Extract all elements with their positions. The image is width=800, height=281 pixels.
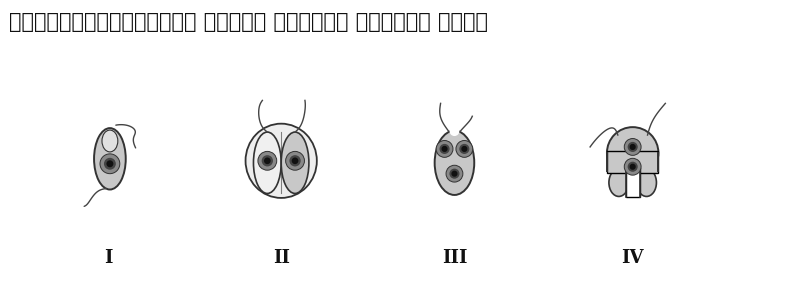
Circle shape bbox=[630, 145, 635, 149]
Circle shape bbox=[628, 162, 638, 172]
Ellipse shape bbox=[434, 131, 474, 195]
Ellipse shape bbox=[94, 128, 126, 189]
Circle shape bbox=[290, 155, 301, 166]
Circle shape bbox=[436, 140, 453, 157]
Text: ಲೀಶ್ನೆನಿಯಾದಲ್ಲಿ ಬೈನರಿ ವಿದಳನದ ಸರಿಯಾದ ಕ್ರಮ: ಲೀಶ್ನೆನಿಯಾದಲ್ಲಿ ಬೈನರಿ ವಿದಳನದ ಸರಿಯಾದ ಕ್ರಮ bbox=[9, 12, 488, 32]
Ellipse shape bbox=[450, 126, 459, 136]
Text: IV: IV bbox=[622, 249, 644, 267]
Ellipse shape bbox=[609, 169, 629, 196]
Circle shape bbox=[104, 158, 116, 170]
Circle shape bbox=[462, 147, 466, 151]
Circle shape bbox=[628, 142, 638, 152]
Ellipse shape bbox=[607, 127, 658, 179]
Text: III: III bbox=[442, 249, 467, 267]
Circle shape bbox=[286, 151, 305, 170]
Circle shape bbox=[439, 144, 450, 154]
Circle shape bbox=[262, 155, 273, 166]
FancyBboxPatch shape bbox=[626, 168, 640, 198]
Circle shape bbox=[107, 161, 113, 167]
Circle shape bbox=[258, 151, 277, 170]
Circle shape bbox=[100, 154, 120, 174]
Circle shape bbox=[459, 144, 470, 154]
Circle shape bbox=[624, 139, 641, 155]
Circle shape bbox=[450, 169, 459, 179]
Text: II: II bbox=[273, 249, 290, 267]
Circle shape bbox=[624, 158, 641, 175]
Circle shape bbox=[293, 158, 298, 164]
Text: I: I bbox=[104, 249, 112, 267]
Circle shape bbox=[442, 147, 447, 151]
Circle shape bbox=[630, 164, 635, 169]
Ellipse shape bbox=[637, 169, 657, 196]
Ellipse shape bbox=[102, 130, 118, 152]
Circle shape bbox=[456, 140, 473, 157]
Circle shape bbox=[452, 171, 457, 176]
Ellipse shape bbox=[246, 124, 317, 198]
FancyBboxPatch shape bbox=[607, 151, 658, 173]
Circle shape bbox=[265, 158, 270, 164]
Circle shape bbox=[446, 165, 463, 182]
Ellipse shape bbox=[281, 132, 309, 194]
Ellipse shape bbox=[254, 132, 281, 194]
